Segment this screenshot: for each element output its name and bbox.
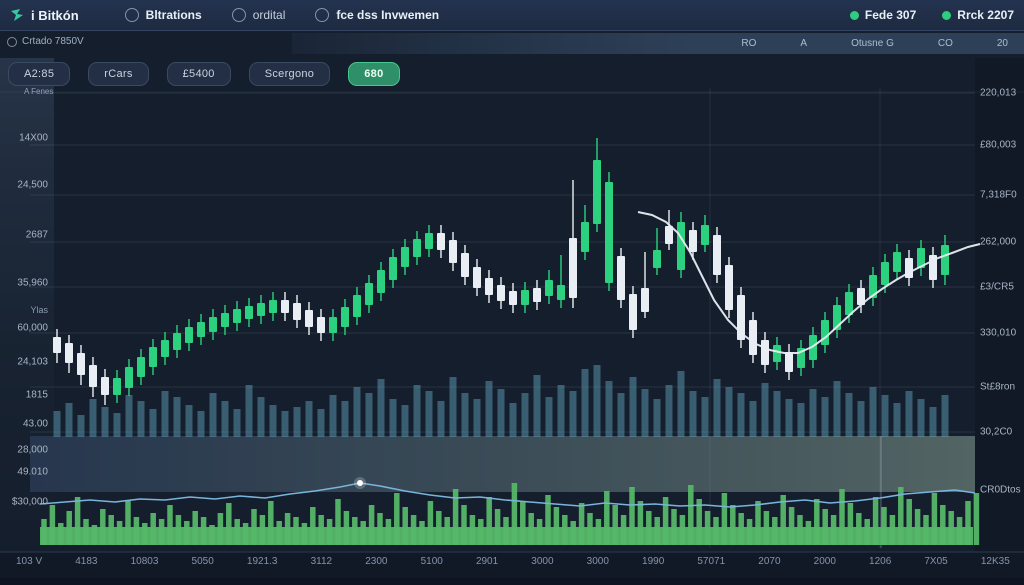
x-axis-label: 4183	[75, 556, 98, 567]
y-axis-label: Ylas	[30, 305, 48, 315]
y-axis-label: 24,103	[17, 356, 48, 368]
x-axis-label: 1921.3	[246, 556, 278, 567]
y-axis-label: 43.00	[22, 418, 48, 430]
x-axis-label: 7X05	[924, 556, 948, 567]
x-axis-label: 57071	[697, 556, 726, 567]
y-axis-right: 220,013 £80,003 7,318F0 262,000 £3/CR5 330,01…	[978, 0, 1024, 585]
x-axis-label: 10803	[130, 556, 159, 567]
green-dot-icon	[849, 10, 859, 20]
x-axis-label: 2070	[758, 556, 781, 567]
x-axis-label: 2000	[813, 556, 836, 567]
x-axis-label: 1206	[869, 556, 892, 567]
pill-button[interactable]: A2:85	[8, 62, 71, 86]
circle-icon	[7, 36, 17, 47]
x-axis-label: 3112	[310, 556, 333, 567]
nav-item-label: fce dss Invwemen	[336, 8, 440, 22]
brand-name: i Bitkón	[31, 7, 79, 23]
x-axis-label: 103 V	[16, 556, 43, 567]
x-axis: 103 V 4183 10803 5050 1921.3 3112 2300 5100 2901…	[16, 556, 1010, 567]
toolbar-item[interactable]: CO	[937, 38, 953, 49]
x-axis-label: 2300	[365, 556, 388, 567]
logo-icon	[11, 9, 23, 21]
x-axis-label: 3000	[531, 556, 554, 567]
pill-button[interactable]: rCars	[88, 62, 149, 86]
nav-circle-icon	[231, 8, 246, 22]
y-axis-left: 14X00 24,500 2687 35,960 Ylas 60,000 24,103 181…	[0, 0, 52, 585]
status-tags: Fede 307 Rrck 2207	[849, 8, 1024, 22]
y-axis-label: 1815	[25, 389, 48, 401]
status-tag-label: Fede 307	[864, 8, 917, 22]
nav-circle-icon	[315, 8, 330, 22]
pill-button[interactable]: Scergono	[248, 62, 331, 86]
secondary-toolbar: RO A Otusne G CO 20	[292, 33, 1024, 54]
y-axis-label: St£8ron	[980, 381, 1016, 393]
y-axis-label: 14X00	[19, 132, 48, 144]
y-axis-label: 24,500	[17, 179, 48, 191]
main-nav: Bltrations ordital fce dss Invwemen	[124, 8, 439, 22]
y-axis-label: 330,010	[980, 327, 1017, 339]
nav-item-bltrations[interactable]: Bltrations	[124, 8, 202, 22]
right-axis-panel	[975, 58, 1024, 552]
pill-button-active[interactable]: 680	[348, 62, 400, 86]
nav-item-ordital[interactable]: ordital	[231, 8, 286, 22]
nav-item-label: ordital	[252, 8, 286, 22]
y-axis-label: $30,000	[11, 496, 48, 508]
lower-indicator-line	[39, 482, 976, 508]
x-axis-label: 3000	[586, 556, 609, 567]
nav-circle-icon	[124, 8, 139, 22]
nav-item-label: Bltrations	[145, 8, 202, 22]
axis-note: A Fenes	[24, 87, 54, 96]
x-axis-label: 2901	[475, 556, 499, 567]
toolbar-item[interactable]: Otusne G	[851, 38, 894, 49]
y-axis-label: 30,2C0	[980, 426, 1013, 438]
brand[interactable]: i Bitkón	[0, 8, 79, 23]
y-axis-label: 28,000	[17, 444, 48, 456]
volume-bars	[53, 365, 949, 437]
marker-dot	[357, 480, 363, 486]
y-axis-label: 262,000	[980, 236, 1017, 248]
x-axis-label: 12K35	[980, 556, 1010, 567]
x-axis-label: 1990	[642, 556, 665, 567]
toolbar-item[interactable]: 20	[996, 38, 1008, 49]
y-axis-label: CR0Dtos	[980, 484, 1021, 496]
moving-average-line	[637, 211, 981, 354]
y-axis-label: 2687	[25, 229, 48, 241]
pill-button[interactable]: £5400	[166, 62, 231, 86]
nav-item-fce[interactable]: fce dss Invwemen	[315, 8, 439, 22]
top-header: i Bitkón Bltrations ordital fce dss Invwem…	[0, 0, 1024, 31]
y-axis-label: 35,960	[17, 277, 48, 289]
y-axis-label: £80,003	[980, 139, 1017, 151]
panel-divider-band	[30, 436, 975, 492]
status-tag: Rrck 2207	[942, 8, 1014, 22]
y-axis-label: £3/CR5	[980, 281, 1014, 293]
toolbar-item[interactable]: RO	[741, 38, 757, 49]
subtitle-text: Crtado 7850V	[22, 36, 84, 47]
chart-subtitle: Crtado 7850V	[7, 36, 84, 47]
green-dot-icon	[942, 10, 952, 20]
toolbar-item[interactable]: A	[800, 38, 808, 49]
timeframe-pills: A2:85 rCars £5400 Scergono 680	[8, 62, 400, 86]
lower-volume-bars	[40, 483, 980, 545]
x-axis-label: 5100	[420, 556, 443, 567]
x-axis-label: 5050	[191, 556, 214, 567]
candles	[53, 138, 949, 405]
status-tag-label: Rrck 2207	[957, 8, 1014, 22]
y-axis-label: 49.010	[17, 466, 48, 478]
y-axis-label: 60,000	[17, 322, 48, 334]
y-axis-label: 220,013	[980, 87, 1017, 99]
status-tag: Fede 307	[849, 8, 917, 22]
y-axis-label: 7,318F0	[980, 189, 1017, 201]
